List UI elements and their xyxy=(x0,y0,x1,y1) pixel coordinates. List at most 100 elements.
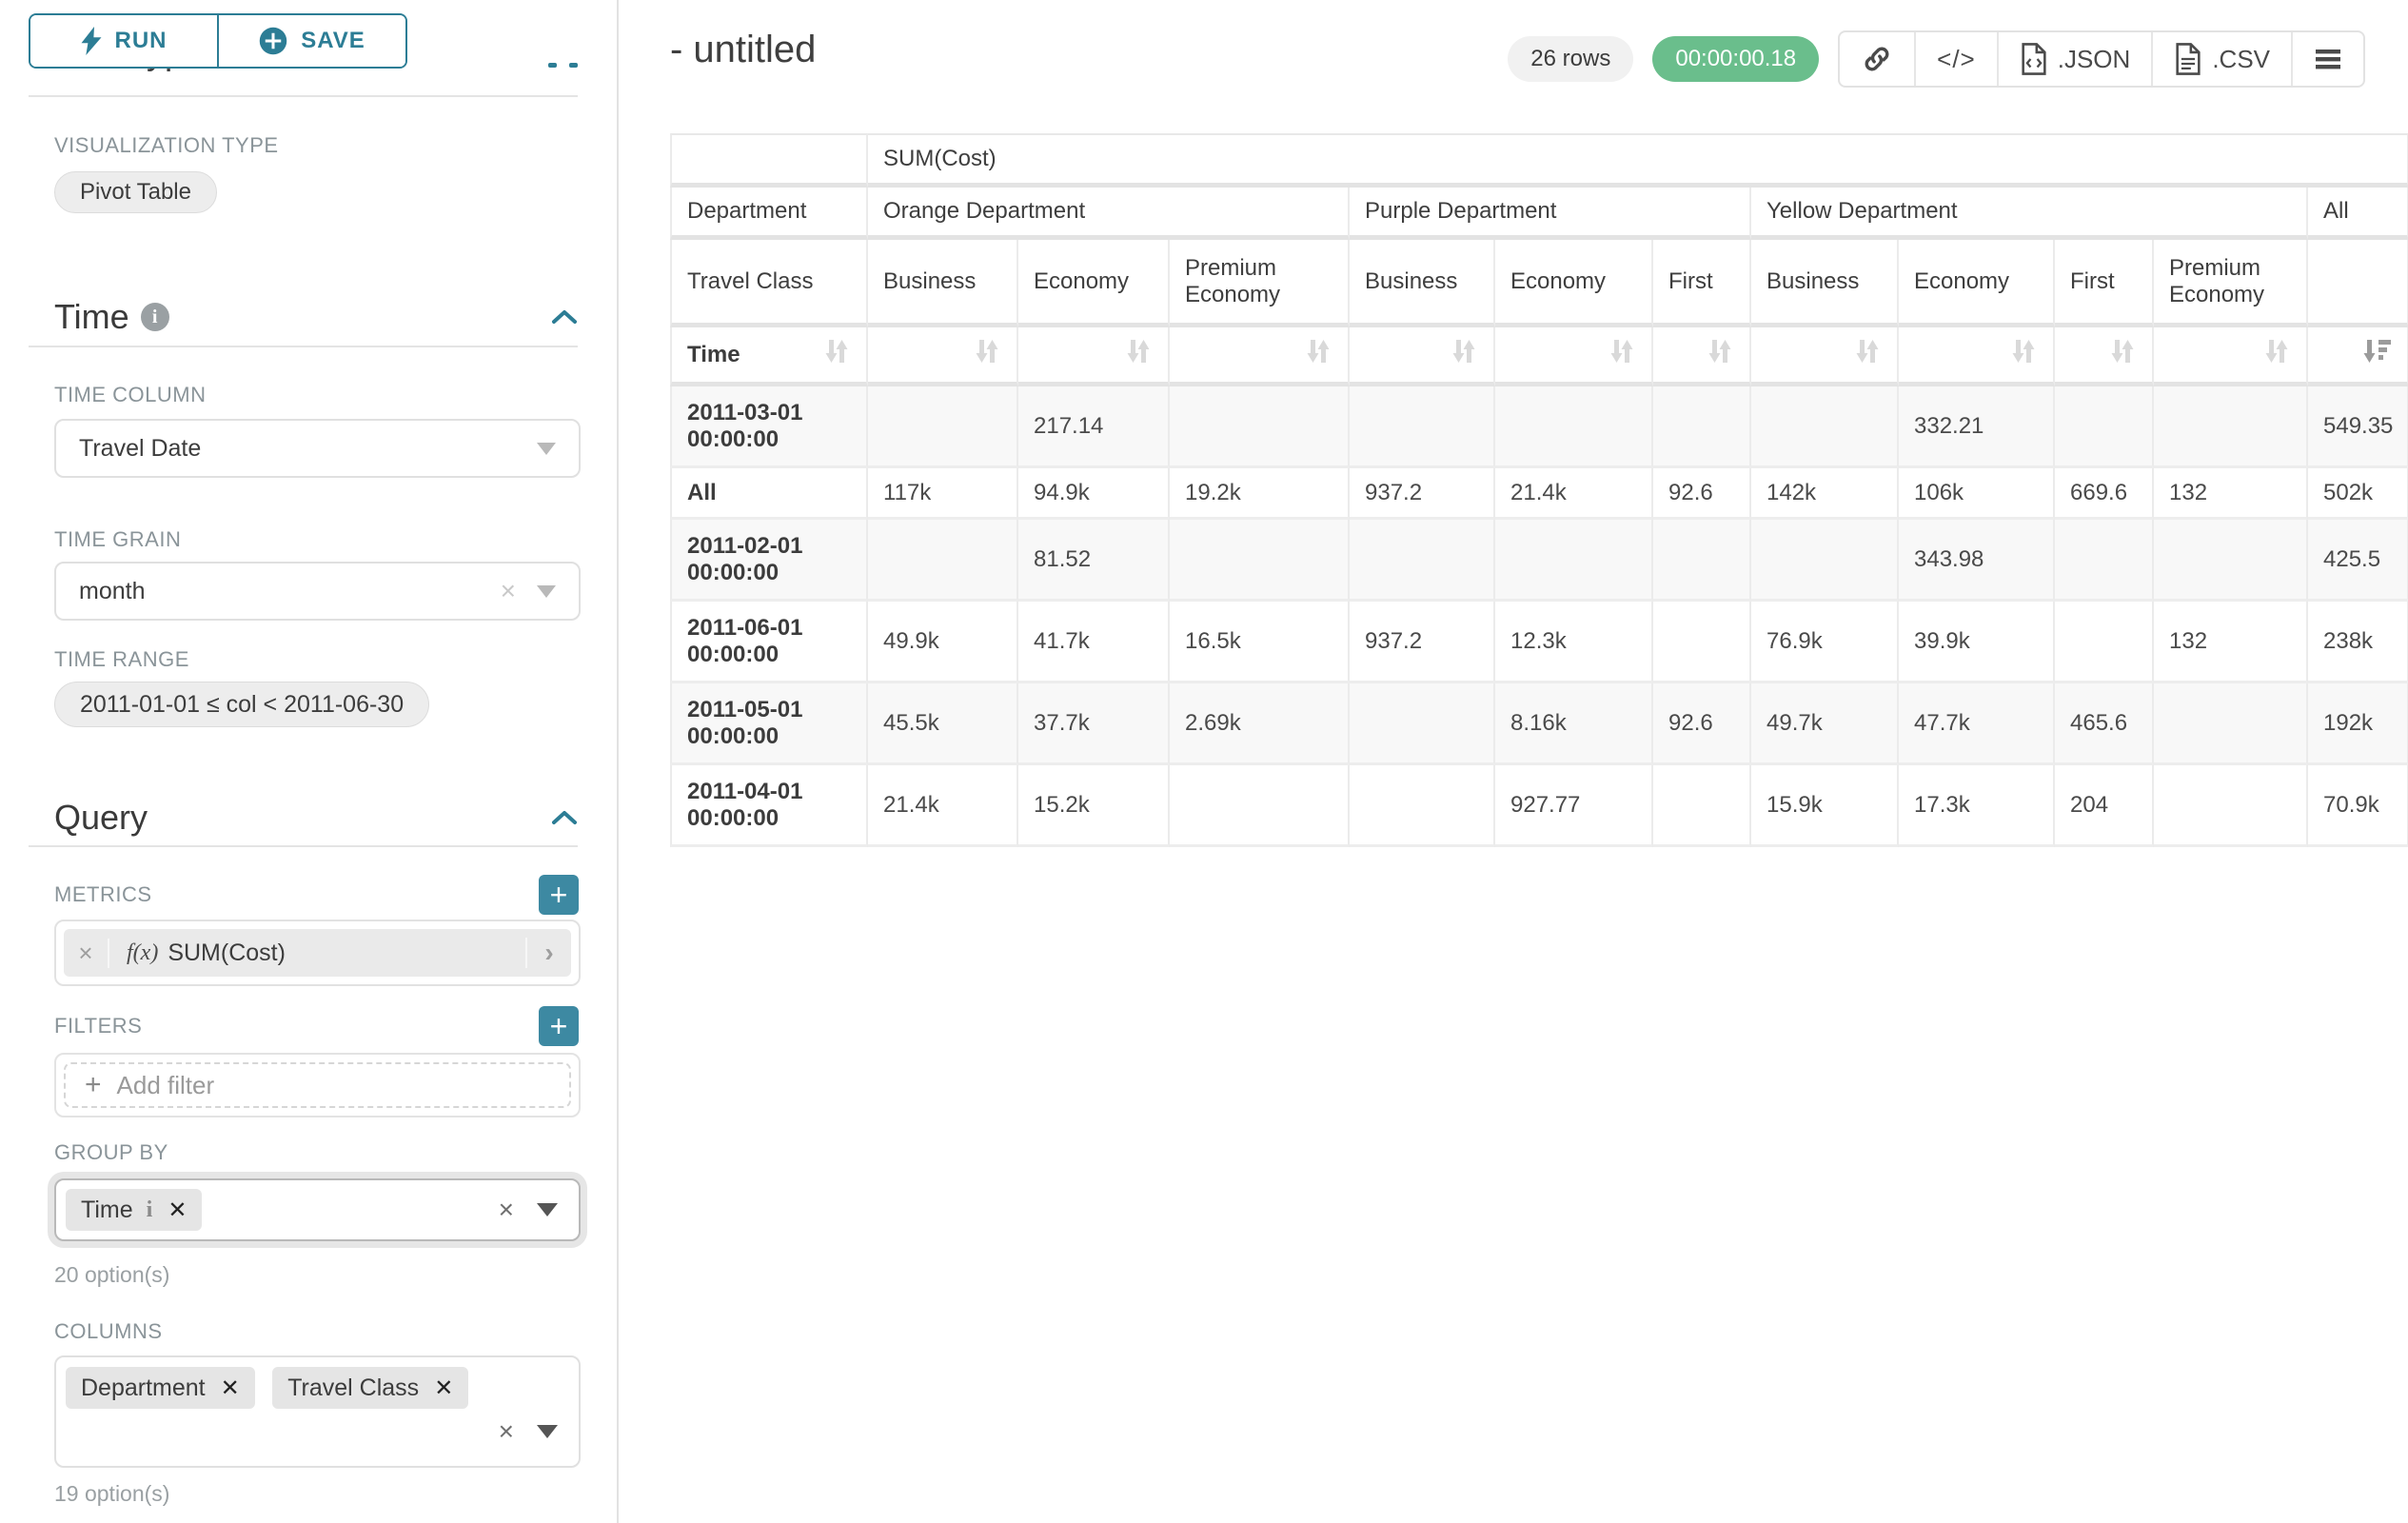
remove-token-icon[interactable]: ✕ xyxy=(168,1197,187,1224)
pivot-value-cell xyxy=(1653,765,1751,847)
pivot-value-cell: 70.9k xyxy=(2308,765,2408,847)
columns-token-travel-class[interactable]: Travel Class ✕ xyxy=(272,1367,468,1409)
hamburger-menu-icon xyxy=(2314,48,2342,70)
sort-column-cell[interactable] xyxy=(1899,327,2055,386)
code-icon: </> xyxy=(1937,45,1976,74)
pivot-value-cell: 41.7k xyxy=(1018,602,1170,683)
pivot-value-cell: 465.6 xyxy=(2055,683,2154,765)
columns-select[interactable]: Department ✕ Travel Class ✕ × xyxy=(54,1355,581,1468)
add-filter-button[interactable]: + xyxy=(539,1006,579,1046)
col-group-header: Yellow Department xyxy=(1751,188,2308,240)
remove-token-icon[interactable]: ✕ xyxy=(434,1375,453,1402)
sort-row-header[interactable]: Time xyxy=(670,327,868,386)
group-by-options-count: 20 option(s) xyxy=(54,1262,169,1288)
chevron-down-icon[interactable] xyxy=(537,1203,558,1216)
col-header: First xyxy=(1653,240,1751,327)
pivot-value-cell xyxy=(1350,765,1495,847)
chevron-down-icon[interactable] xyxy=(537,585,556,598)
export-json-button[interactable]: .JSON xyxy=(1997,32,2152,86)
sort-icon[interactable] xyxy=(1853,337,1882,372)
sort-column-cell[interactable] xyxy=(868,327,1018,386)
pivot-value-cell: 343.98 xyxy=(1899,520,2055,602)
time-grain-value: month xyxy=(79,578,145,605)
sort-column-cell[interactable] xyxy=(1653,327,1751,386)
pivot-value-cell: 117k xyxy=(868,468,1018,520)
sort-column-cell[interactable] xyxy=(2154,327,2308,386)
sort-column-cell[interactable] xyxy=(1350,327,1495,386)
sort-icon[interactable] xyxy=(2009,337,2038,372)
more-options-button[interactable] xyxy=(2291,32,2363,86)
query-section-title: Query xyxy=(54,798,148,838)
sort-icon[interactable] xyxy=(2108,337,2137,372)
pivot-value-cell: 937.2 xyxy=(1350,602,1495,683)
pivot-corner-cell xyxy=(670,133,868,188)
chevron-right-icon[interactable]: › xyxy=(525,938,571,968)
chevron-up-icon[interactable] xyxy=(550,307,579,326)
pivot-row-header: 2011-02-01 00:00:00 xyxy=(670,520,868,602)
sort-descending-icon[interactable] xyxy=(2361,337,2392,372)
time-section-header[interactable]: Time i xyxy=(54,297,579,337)
pivot-value-cell: 217.14 xyxy=(1018,386,1170,468)
select-controls: × xyxy=(499,1195,558,1225)
info-icon: i xyxy=(147,1197,153,1223)
save-button[interactable]: SAVE xyxy=(217,15,405,67)
visualization-type-value[interactable]: Pivot Table xyxy=(54,171,217,213)
sort-icon[interactable] xyxy=(1608,337,1636,372)
col-header: Premium Economy xyxy=(2154,240,2308,327)
sort-column-cell[interactable] xyxy=(2055,327,2154,386)
chevron-down-icon[interactable] xyxy=(537,443,556,455)
run-button[interactable]: RUN xyxy=(30,15,217,67)
chart-title[interactable]: - untitled xyxy=(670,29,816,71)
sort-icon[interactable] xyxy=(2262,337,2291,372)
remove-metric-icon[interactable]: × xyxy=(64,939,109,968)
col-group-header: All xyxy=(2308,188,2408,240)
group-by-select[interactable]: Time i ✕ × xyxy=(54,1178,581,1241)
columns-token-department[interactable]: Department ✕ xyxy=(66,1367,255,1409)
remove-token-icon[interactable]: ✕ xyxy=(221,1375,240,1402)
clear-icon[interactable]: × xyxy=(499,1416,514,1447)
pivot-value-cell xyxy=(868,386,1018,468)
clear-icon[interactable]: × xyxy=(499,1195,514,1225)
sort-icon[interactable] xyxy=(822,337,851,372)
query-section-header[interactable]: Query xyxy=(54,798,579,838)
copy-link-button[interactable] xyxy=(1840,32,1914,86)
pivot-value-cell: 92.6 xyxy=(1653,468,1751,520)
pivot-row-header: All xyxy=(670,468,868,520)
query-timer-badge: 00:00:00.18 xyxy=(1652,36,1819,82)
chevron-up-icon[interactable] xyxy=(550,808,579,827)
sort-column-cell[interactable] xyxy=(1495,327,1653,386)
view-query-button[interactable]: </> xyxy=(1914,32,1997,86)
pivot-value-cell xyxy=(1350,520,1495,602)
sort-column-cell[interactable] xyxy=(1018,327,1170,386)
pivot-value-cell xyxy=(1653,520,1751,602)
pivot-value-cell: 502k xyxy=(2308,468,2408,520)
pivot-data-row: 2011-04-01 00:00:0021.4k15.2k927.7715.9k… xyxy=(670,765,2408,847)
sort-column-cell[interactable] xyxy=(1751,327,1899,386)
chevron-down-icon[interactable] xyxy=(537,1425,558,1438)
time-column-select[interactable]: Travel Date xyxy=(54,419,581,478)
sort-icon[interactable] xyxy=(1124,337,1153,372)
time-range-value[interactable]: 2011-01-01 ≤ col < 2011-06-30 xyxy=(54,682,429,727)
sort-icon[interactable] xyxy=(1706,337,1734,372)
time-grain-select[interactable]: month × xyxy=(54,562,581,621)
sort-column-cell[interactable] xyxy=(1170,327,1350,386)
chart-type-collapse-icon[interactable] xyxy=(548,63,557,68)
pivot-value-cell xyxy=(2055,602,2154,683)
clear-icon[interactable]: × xyxy=(501,576,516,606)
sort-icon[interactable] xyxy=(1450,337,1478,372)
sort-column-cell-active[interactable] xyxy=(2308,327,2408,386)
group-by-token-time[interactable]: Time i ✕ xyxy=(66,1189,202,1231)
pivot-row-header: 2011-05-01 00:00:00 xyxy=(670,683,868,765)
add-filter-dropzone[interactable]: + Add filter xyxy=(64,1062,571,1108)
pivot-value-cell: 21.4k xyxy=(1495,468,1653,520)
chart-type-collapse-icon[interactable] xyxy=(569,63,578,68)
export-csv-button[interactable]: .CSV xyxy=(2151,32,2291,86)
sort-icon[interactable] xyxy=(973,337,1001,372)
sort-icon[interactable] xyxy=(1304,337,1332,372)
run-button-label: RUN xyxy=(115,28,168,54)
add-metric-button[interactable]: + xyxy=(539,875,579,915)
metric-item[interactable]: × f(x) SUM(Cost) › xyxy=(64,929,571,977)
run-save-button-group: RUN SAVE xyxy=(29,13,407,69)
pivot-data-row: 2011-06-01 00:00:0049.9k41.7k16.5k937.21… xyxy=(670,602,2408,683)
metric-value: SUM(Cost) xyxy=(168,940,286,967)
